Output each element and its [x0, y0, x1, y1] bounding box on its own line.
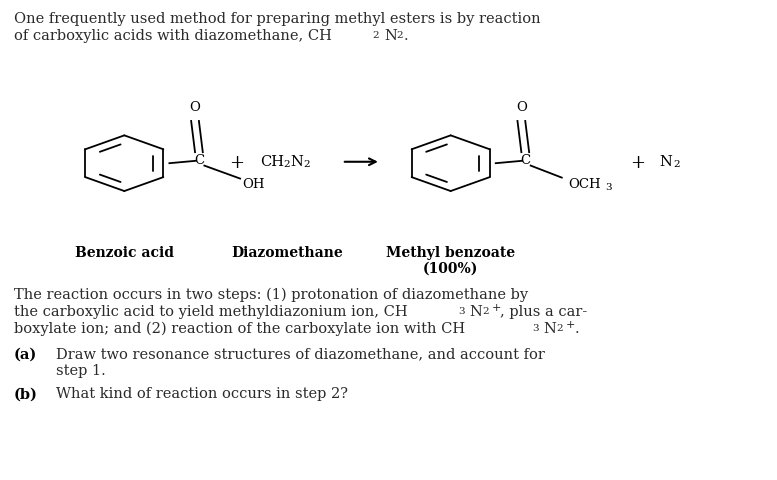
Text: N: N — [659, 155, 672, 169]
Text: (100%): (100%) — [423, 262, 479, 276]
Text: 2: 2 — [284, 160, 291, 168]
Text: (b): (b) — [14, 387, 38, 401]
Text: 2: 2 — [673, 160, 680, 168]
Text: Draw two resonance structures of diazomethane, and account for: Draw two resonance structures of diazome… — [56, 348, 545, 361]
Text: N: N — [469, 305, 483, 319]
Text: 3: 3 — [532, 324, 539, 333]
Text: .: . — [404, 29, 409, 43]
Text: , plus a car-: , plus a car- — [500, 305, 587, 319]
Text: C: C — [520, 154, 531, 168]
Text: O: O — [516, 101, 527, 114]
Text: 2: 2 — [396, 31, 403, 40]
Text: OCH: OCH — [568, 178, 601, 191]
Text: .: . — [574, 322, 579, 336]
Text: +: + — [629, 154, 645, 172]
Text: Diazomethane: Diazomethane — [232, 246, 343, 260]
Text: of carboxylic acids with diazomethane, CH: of carboxylic acids with diazomethane, C… — [14, 29, 332, 43]
Text: The reaction occurs in two steps: (1) protonation of diazomethane by: The reaction occurs in two steps: (1) pr… — [14, 288, 528, 302]
Text: Methyl benzoate: Methyl benzoate — [386, 246, 515, 260]
Text: 2: 2 — [556, 324, 563, 333]
Text: boxylate ion; and (2) reaction of the carboxylate ion with CH: boxylate ion; and (2) reaction of the ca… — [14, 322, 465, 336]
Text: What kind of reaction occurs in step 2?: What kind of reaction occurs in step 2? — [56, 387, 348, 401]
Text: +: + — [229, 154, 245, 172]
Text: One frequently used method for preparing methyl esters is by reaction: One frequently used method for preparing… — [14, 12, 541, 26]
Text: 2: 2 — [303, 160, 310, 168]
Text: (a): (a) — [14, 348, 37, 361]
Text: N: N — [384, 29, 397, 43]
Text: C: C — [193, 154, 204, 168]
Text: +: + — [492, 303, 501, 313]
Text: 3: 3 — [458, 307, 465, 316]
Text: step 1.: step 1. — [56, 364, 106, 378]
Text: Benzoic acid: Benzoic acid — [75, 246, 174, 260]
Text: N: N — [543, 322, 556, 336]
Text: 2: 2 — [372, 31, 379, 40]
Text: OH: OH — [242, 178, 265, 192]
Text: the carboxylic acid to yield methyldiazonium ion, CH: the carboxylic acid to yield methyldiazo… — [14, 305, 408, 319]
Text: +: + — [566, 320, 575, 330]
Text: 3: 3 — [605, 183, 612, 192]
Text: O: O — [190, 101, 200, 114]
Text: N: N — [290, 155, 303, 169]
Text: CH: CH — [260, 155, 284, 169]
Text: 2: 2 — [483, 307, 490, 316]
